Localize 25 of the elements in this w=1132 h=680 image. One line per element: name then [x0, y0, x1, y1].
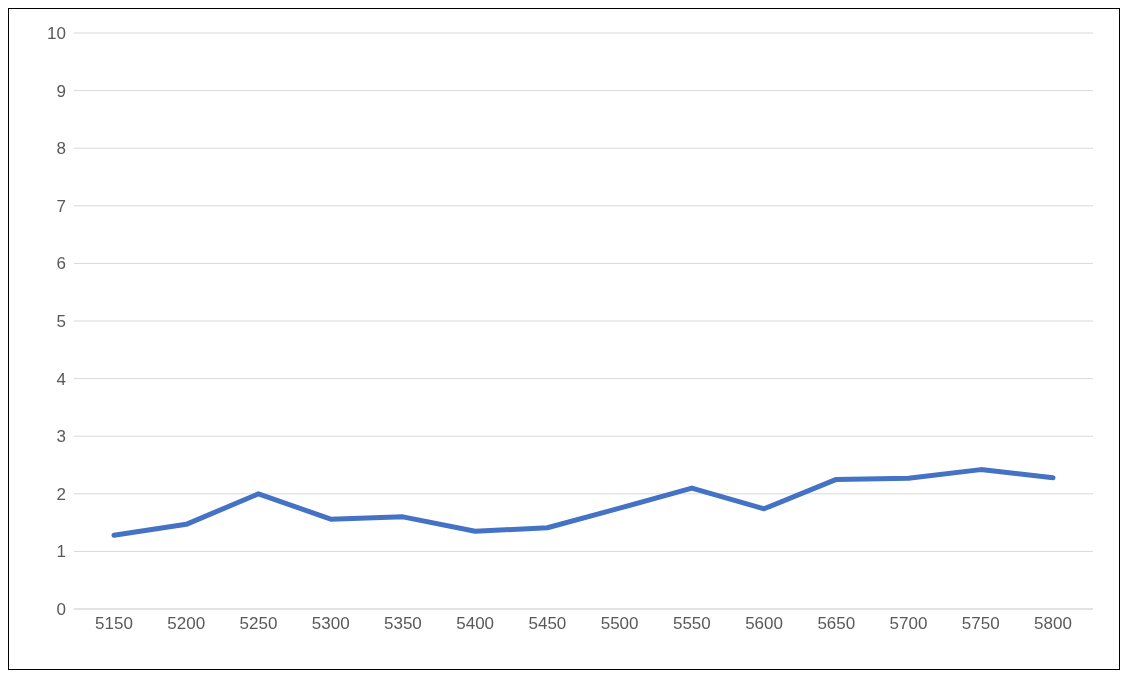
x-tick-label: 5250: [239, 614, 278, 634]
y-tick-label: 1: [56, 542, 66, 562]
y-tick-label: 5: [56, 312, 66, 332]
x-tick-label: 5200: [167, 614, 206, 634]
y-tick-label: 4: [56, 369, 66, 389]
y-tick-label: 8: [56, 139, 66, 159]
x-tick-label: 5350: [384, 614, 422, 634]
y-tick-label: 0: [56, 600, 66, 620]
y-tick-label: 3: [56, 427, 66, 447]
x-tick-label: 5600: [745, 614, 783, 634]
x-tick-label: 5150: [95, 614, 133, 634]
y-tick-label: 6: [56, 254, 66, 274]
y-tick-label: 9: [56, 81, 66, 101]
x-tick-label: 5750: [961, 614, 1000, 634]
x-tick-label: 5800: [1034, 614, 1072, 634]
x-tick-label: 5650: [817, 614, 856, 634]
x-tick-label: 5300: [311, 614, 350, 634]
x-tick-label: 5550: [672, 614, 711, 634]
x-tick-label: 5450: [528, 614, 567, 634]
x-tick-label: 5700: [889, 614, 928, 634]
y-tick-label: 7: [56, 196, 66, 216]
x-tick-label: 5500: [600, 614, 639, 634]
x-tick-label: 5400: [456, 614, 495, 634]
y-tick-label: 10: [47, 24, 66, 44]
y-tick-label: 2: [56, 484, 66, 504]
